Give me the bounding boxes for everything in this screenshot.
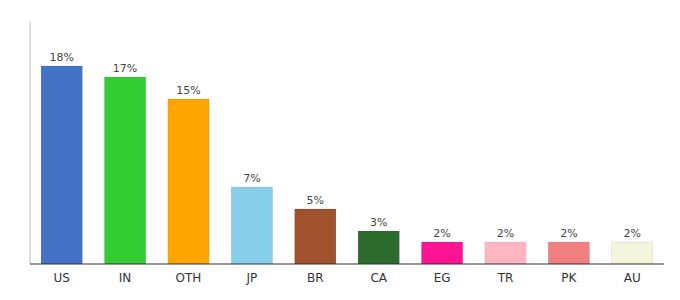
bar xyxy=(104,77,145,264)
bar xyxy=(485,242,526,264)
x-axis-line xyxy=(30,263,664,264)
x-tick-label: CA xyxy=(370,271,387,285)
data-label: 7% xyxy=(243,172,260,185)
bar xyxy=(358,231,399,264)
x-tick-label: JP xyxy=(246,271,258,285)
data-label: 5% xyxy=(307,194,324,207)
data-label: 3% xyxy=(370,216,387,229)
x-tick-label: AU xyxy=(624,271,641,285)
x-tick-label: TR xyxy=(497,271,514,285)
data-label: 2% xyxy=(624,227,641,240)
chart: US IN OTH JP BR CA EG TR PK AU 18% 17% 15% 7% 5% 3% 2% 2%… xyxy=(0,0,680,300)
x-tick-label: OTH xyxy=(176,271,202,285)
x-tick-label: PK xyxy=(561,271,577,285)
bar xyxy=(548,242,589,264)
x-tick-label: BR xyxy=(307,271,324,285)
bars xyxy=(41,66,653,264)
y-axis-line xyxy=(30,22,31,264)
data-label: 2% xyxy=(497,227,514,240)
data-label: 2% xyxy=(433,227,450,240)
x-tick-label: IN xyxy=(119,271,132,285)
data-label: 2% xyxy=(560,227,577,240)
bar xyxy=(168,99,209,264)
bar xyxy=(41,66,82,264)
x-tick-label: EG xyxy=(434,271,451,285)
bar xyxy=(295,209,336,264)
data-label: 18% xyxy=(49,51,73,64)
bar xyxy=(231,187,272,264)
data-label: 15% xyxy=(176,84,200,97)
bar xyxy=(612,242,653,264)
chart-container: US IN OTH JP BR CA EG TR PK AU 18% 17% 15% 7% 5% 3% 2% 2%… xyxy=(0,0,680,300)
x-tick-label: US xyxy=(53,271,69,285)
data-label: 17% xyxy=(113,62,137,75)
bar xyxy=(421,242,462,264)
